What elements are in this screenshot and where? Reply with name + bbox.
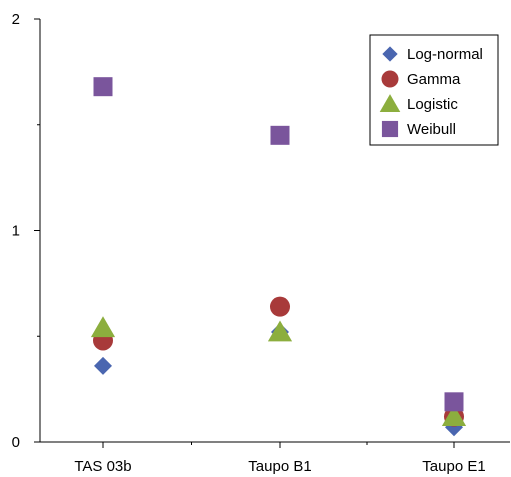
- legend-marker-log-normal: [382, 46, 398, 62]
- legend-label: Log-normal: [407, 46, 483, 63]
- axes: 0 1 2 TAS 03b Taupo B1 Taupo E1: [12, 11, 510, 475]
- data-point-weibull: [93, 77, 113, 97]
- data-point-logistic: [441, 405, 467, 426]
- legend-marker-gamma: [381, 70, 399, 88]
- legend-marker-weibull: [381, 120, 399, 138]
- data-point-gamma: [270, 296, 290, 317]
- legend-marker-logistic: [379, 94, 401, 112]
- legend-label: Logistic: [407, 96, 458, 113]
- x-tick-label: Taupo E1: [422, 458, 485, 475]
- y-tick-label: 0: [12, 434, 20, 451]
- data-point-weibull: [444, 392, 464, 412]
- data-point-log-normal: [94, 356, 112, 375]
- y-tick-label: 1: [12, 223, 20, 240]
- x-tick-label: Taupo B1: [248, 458, 311, 475]
- data-point-logistic: [90, 316, 116, 338]
- y-tick-label: 2: [12, 11, 20, 28]
- legend-label: Gamma: [407, 71, 461, 88]
- data-marks: [90, 77, 467, 437]
- x-tick-label: TAS 03b: [74, 458, 131, 475]
- legend: Log-normal Gamma Logistic Weibull: [369, 34, 499, 146]
- data-point-logistic: [267, 320, 293, 342]
- legend-label: Weibull: [407, 121, 456, 138]
- data-point-weibull: [270, 125, 290, 145]
